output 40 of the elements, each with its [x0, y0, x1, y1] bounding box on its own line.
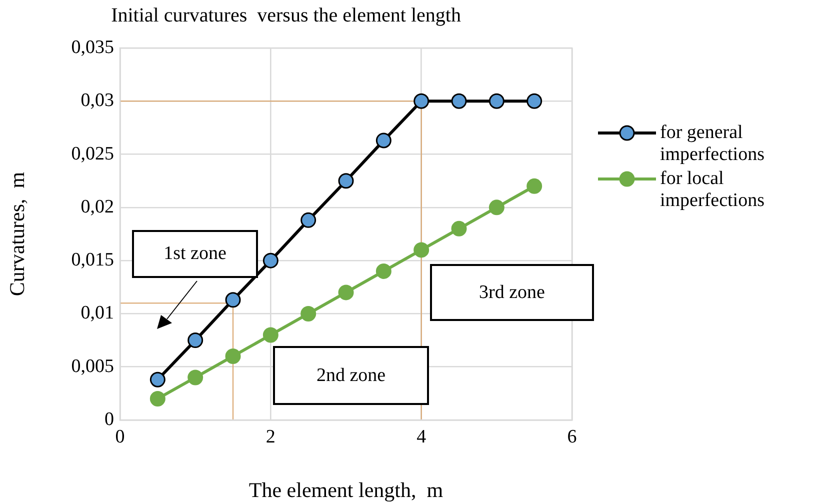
y-tick-label: 0,02: [80, 196, 114, 218]
point: [150, 372, 166, 388]
y-tick-label: 0,01: [80, 302, 114, 324]
point: [225, 292, 241, 308]
y-tick-label: 0,025: [71, 143, 114, 164]
point: [488, 200, 504, 216]
point: [262, 252, 278, 268]
point: [225, 348, 241, 364]
point: [300, 212, 316, 228]
y-tick-label: 0,015: [71, 250, 114, 271]
y-tick-label: 0,03: [80, 90, 114, 112]
x-tick-label: 6: [567, 426, 577, 448]
point: [451, 93, 467, 109]
point: [188, 370, 204, 386]
point: [338, 284, 354, 300]
point: [300, 306, 316, 322]
y-tick-label: 0,035: [71, 36, 114, 58]
text-box: 1st zone: [132, 230, 258, 278]
point: [526, 93, 542, 109]
point: [414, 242, 430, 258]
x-tick-label: 4: [416, 426, 427, 448]
point: [262, 327, 278, 343]
point: [414, 93, 430, 109]
point: [376, 263, 392, 279]
point: [451, 220, 467, 236]
text-box: 3rd zone: [430, 264, 594, 321]
x-axis-title: The element length, m: [248, 478, 444, 502]
y-axis-title: Curvatures, m: [5, 172, 30, 296]
point: [188, 332, 204, 348]
y-tick-label: 0: [104, 408, 114, 430]
y-tick-label: 0,005: [71, 356, 114, 377]
x-tick-label: 2: [266, 426, 276, 448]
point: [376, 132, 392, 148]
point: [488, 93, 504, 109]
point: [150, 390, 166, 406]
point: [526, 178, 542, 194]
text-box: 2nd zone: [273, 346, 429, 405]
chart-title: Initial curvatures versus the element length: [111, 4, 461, 26]
point: [338, 173, 354, 189]
legend-label: for local imperfections: [660, 168, 766, 212]
